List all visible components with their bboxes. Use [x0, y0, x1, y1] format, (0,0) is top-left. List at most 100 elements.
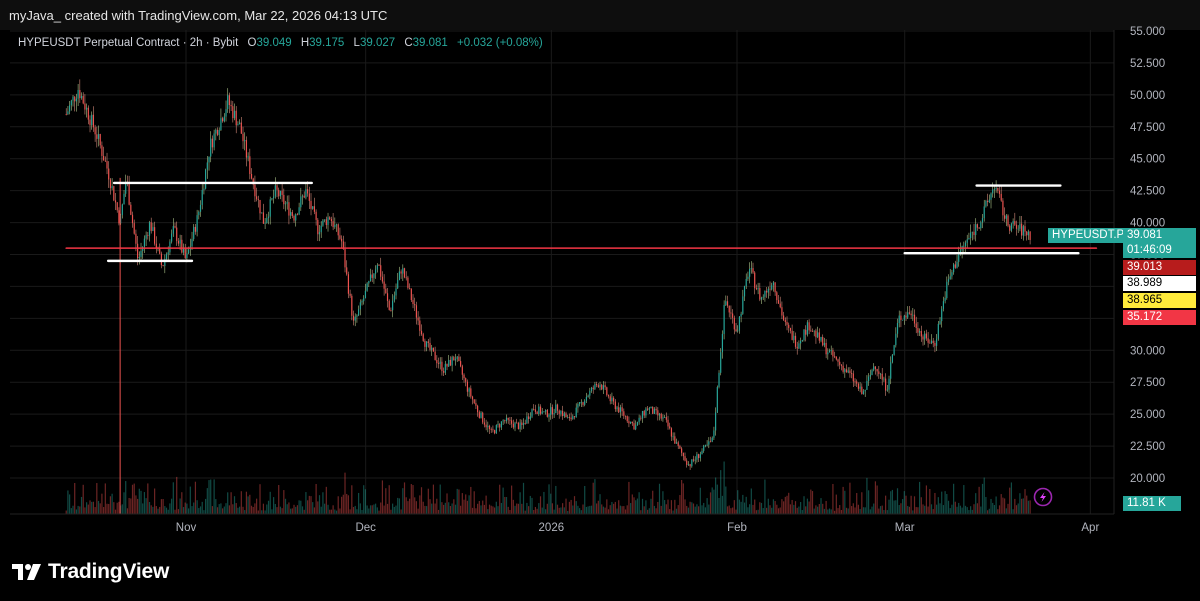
volume-bar — [993, 505, 996, 514]
x-tick-label: Mar — [895, 522, 915, 534]
high-label: H — [300, 37, 310, 49]
candle-body — [371, 274, 373, 278]
candle-body — [307, 189, 309, 194]
candle-body — [274, 185, 276, 197]
volume-bar — [176, 476, 178, 514]
candle-body — [449, 359, 452, 366]
candle-body — [259, 200, 261, 214]
candle-body — [172, 226, 174, 234]
volume-bar — [847, 508, 849, 514]
candle-body — [130, 204, 132, 215]
price-badge-1: 39.013 — [1123, 260, 1196, 275]
volume-bar — [346, 493, 348, 514]
alert-icon[interactable] — [1033, 487, 1053, 507]
volume-bar — [77, 505, 79, 514]
candle-body — [726, 301, 729, 306]
volume-bar — [349, 509, 351, 514]
volume-bar — [737, 490, 739, 514]
volume-bar — [80, 496, 83, 514]
candle-body — [675, 442, 678, 444]
candle-body — [215, 129, 217, 134]
y-tick-label: 45.000 — [1130, 154, 1165, 166]
candle-body — [873, 366, 875, 371]
tradingview-logo[interactable]: TradingView — [12, 560, 169, 584]
volume-bar — [410, 484, 412, 514]
volume-bar — [504, 496, 506, 514]
candle-body — [298, 207, 300, 215]
volume-bar — [575, 501, 577, 514]
y-tick-label: 20.000 — [1130, 473, 1165, 485]
candle-body — [630, 421, 632, 424]
candle-body — [283, 194, 285, 205]
volume-bar — [393, 506, 395, 514]
candle-body — [793, 335, 795, 340]
candle-body — [1026, 231, 1028, 236]
candle-body — [104, 160, 106, 162]
volume-bar — [910, 495, 912, 514]
symbol-badge[interactable]: HYPEUSDT.P — [1048, 228, 1129, 243]
volume-bar — [835, 494, 837, 514]
volume-bar — [677, 505, 679, 514]
candle-body — [645, 408, 647, 416]
volume-bar — [327, 504, 329, 514]
candle-body — [295, 214, 297, 221]
price-chart[interactable]: 55.000 52.500 50.000 47.500 45.000 42.500 40.0… — [0, 0, 1200, 548]
candle-body — [618, 407, 620, 413]
open-label: O — [247, 37, 257, 49]
volume-bar — [592, 482, 594, 514]
candle-body — [1022, 226, 1024, 236]
volume-bar — [521, 503, 523, 514]
x-axis[interactable]: Nov Dec 2026 Feb Mar Apr — [176, 522, 1100, 534]
candle-body — [381, 276, 384, 282]
candle-body — [592, 387, 594, 390]
candle-body — [1027, 231, 1030, 236]
candle-body — [737, 330, 739, 332]
candle-body — [798, 343, 800, 349]
candle-body — [839, 361, 841, 365]
volume-bar — [490, 505, 492, 514]
volume-bar — [602, 506, 605, 514]
volume-bar — [786, 495, 788, 514]
volume-bar — [84, 507, 86, 514]
volume-bar — [738, 499, 741, 514]
candle-body — [924, 333, 926, 340]
candle-body — [891, 354, 894, 363]
volume-bar — [861, 492, 863, 514]
volume-bar — [237, 507, 239, 514]
volume-bar — [684, 499, 686, 514]
candle-body — [271, 198, 273, 200]
horizontal-levels[interactable] — [65, 181, 1098, 263]
volume-bar — [568, 501, 571, 514]
candle-body — [475, 403, 477, 406]
symbol-title[interactable]: HYPEUSDT Perpetual Contract · 2h · Bybit — [18, 37, 239, 49]
candle-body — [823, 342, 826, 346]
candle-body — [638, 417, 640, 423]
candle-body — [764, 290, 766, 297]
candle-body — [805, 329, 807, 335]
candle-body — [973, 231, 975, 236]
candle-body — [845, 369, 848, 373]
volume-bar — [201, 501, 203, 514]
volume-bar — [512, 499, 514, 514]
candle-body — [1012, 220, 1014, 224]
volume-bar — [174, 509, 176, 514]
candle-body — [485, 424, 487, 428]
candle-body — [983, 206, 985, 219]
volume-bar — [689, 501, 691, 514]
volume-bar — [1019, 493, 1021, 514]
volume-bar — [888, 499, 890, 514]
candle-body — [487, 425, 489, 428]
candle-body — [781, 307, 783, 316]
candle-body — [934, 342, 936, 346]
candle-body — [186, 253, 188, 259]
volume-bar — [640, 510, 642, 514]
candle-body — [235, 110, 237, 126]
volume-bar — [917, 507, 919, 514]
volume-bar — [749, 504, 751, 514]
volume-bar — [908, 506, 911, 514]
volume-bar — [264, 510, 266, 514]
volume-bar — [409, 498, 411, 514]
candle-body — [531, 409, 533, 417]
candle-body — [869, 374, 871, 377]
candle-body — [312, 206, 314, 209]
